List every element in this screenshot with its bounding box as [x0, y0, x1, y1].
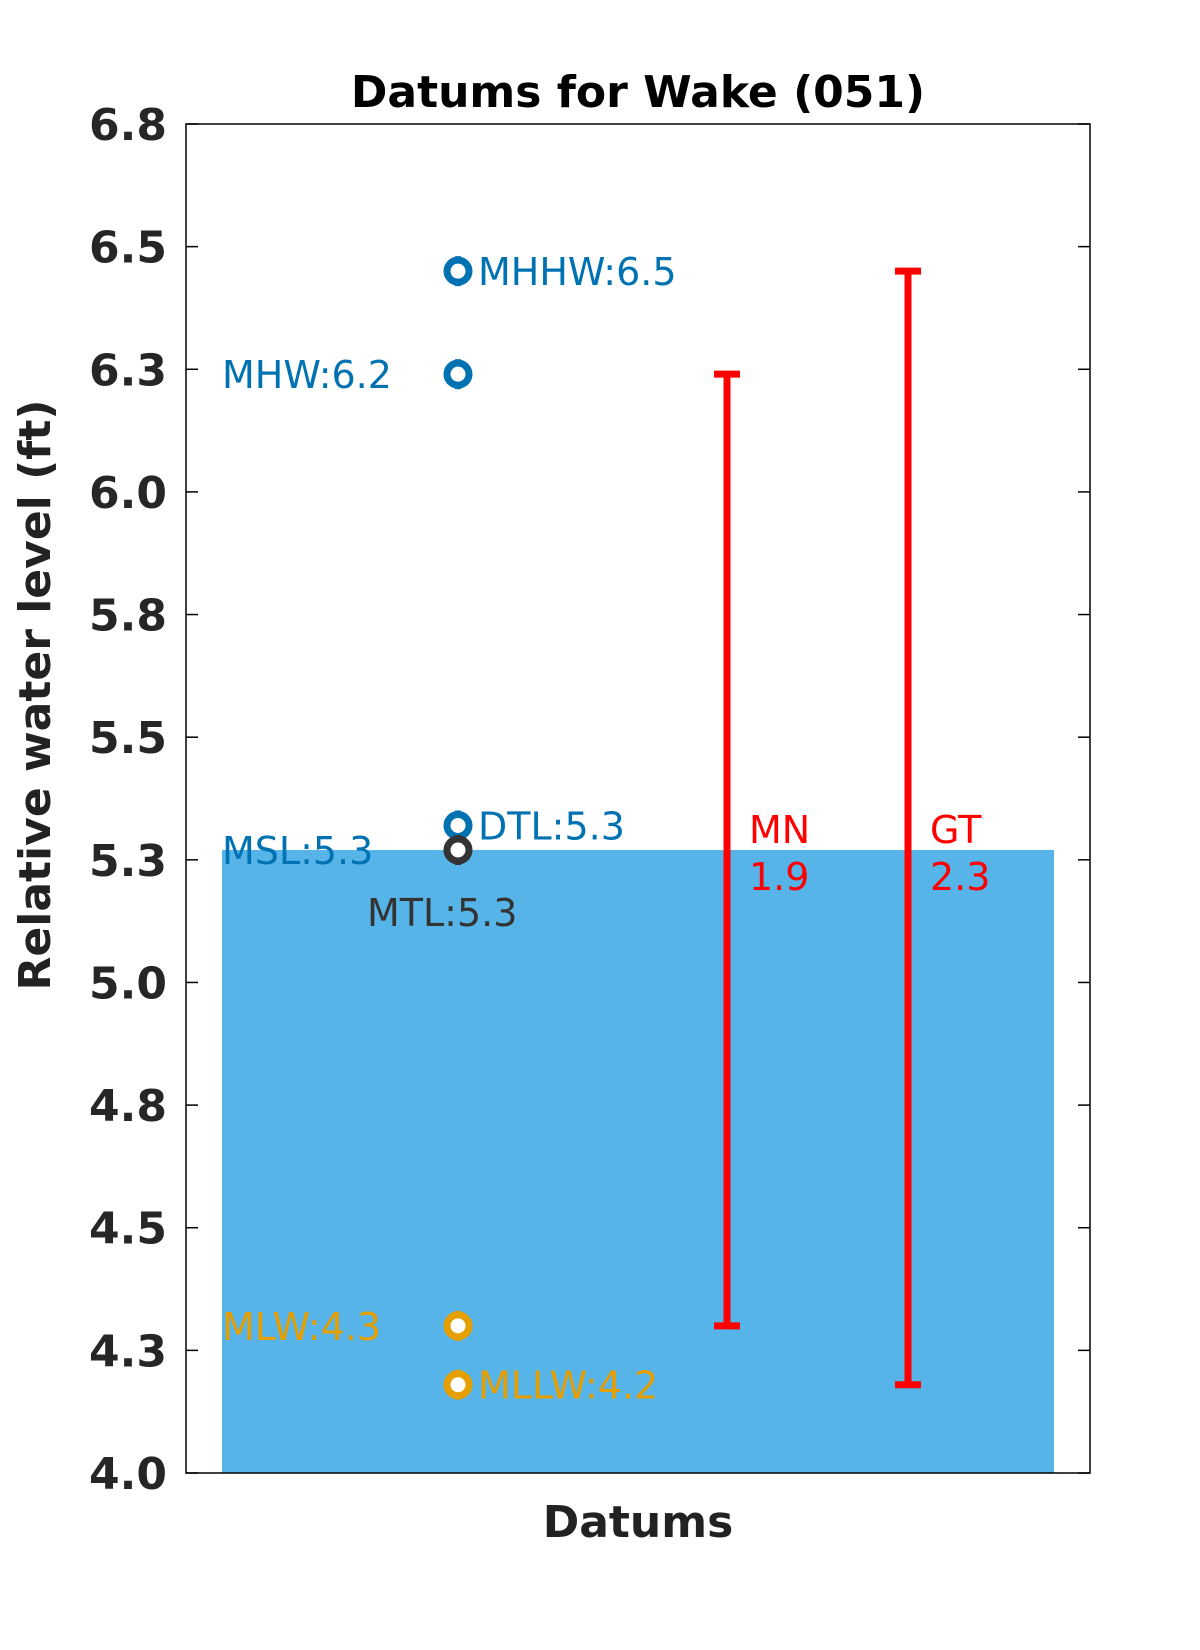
chart-title: Datums for Wake (051): [351, 67, 925, 118]
range-label-line: GT: [930, 808, 982, 852]
range-label-line: MN: [749, 808, 810, 852]
datum-label: MHW:6.2: [222, 353, 392, 397]
datum-mhw: MHW:6.2: [222, 353, 473, 397]
range-gt: GT2.3: [895, 267, 990, 1389]
y-tick-label: 5.8: [89, 591, 167, 642]
datum-marker: [443, 810, 473, 840]
datum-marker: [443, 256, 473, 286]
datum-mlw: MLW:4.3: [222, 1305, 473, 1349]
range-label-line: 2.3: [930, 855, 990, 899]
y-tick-label: 4.0: [89, 1449, 167, 1500]
datum-dtl: DTL:5.3: [443, 804, 625, 848]
datum-mllw: MLLW:4.2: [443, 1364, 658, 1408]
datum-label: MTL:5.3: [367, 891, 517, 935]
y-axis-label: Relative water level (ft): [10, 400, 61, 991]
y-tick-label: 6.3: [89, 345, 167, 396]
y-tick-label: 6.5: [89, 223, 167, 274]
msl-bar: [222, 850, 1054, 1473]
y-tick-label: 6.8: [89, 100, 167, 151]
y-tick-label: 4.5: [89, 1204, 167, 1255]
datum-marker: [443, 835, 473, 865]
y-tick-label: 6.0: [89, 468, 167, 519]
y-tick-label: 5.3: [89, 836, 167, 887]
range-bars: MN1.9 GT2.3: [714, 267, 990, 1389]
y-tick-label: 4.8: [89, 1081, 167, 1132]
y-tick-label: 5.5: [89, 713, 167, 764]
x-axis-label: Datums: [543, 1497, 734, 1548]
plot-frame: [185, 123, 1091, 1474]
datum-label: MHHW:6.5: [478, 250, 677, 294]
datum-markers: MHHW:6.5 MHW:6.2 DTL:5.3 MTL:5.3 MLW:4.3 MLLW…: [222, 250, 677, 1408]
datum-mtl: MTL:5.3: [367, 835, 517, 935]
y-tick-label: 4.3: [89, 1326, 167, 1377]
datum-mhhw: MHHW:6.5: [443, 250, 677, 294]
range-mn: MN1.9: [714, 370, 810, 1330]
msl-bar-label: MSL:5.3: [222, 829, 373, 873]
datum-marker: [443, 1311, 473, 1341]
datum-label: DTL:5.3: [478, 804, 625, 848]
datum-label: MLW:4.3: [222, 1305, 381, 1349]
datum-marker: [443, 1370, 473, 1400]
y-axis-ticks: 4.0 4.3 4.5 4.8 5.0 5.3 5.5 5.8 6.0 6.3 6.5 6.8: [89, 100, 1090, 1500]
datum-label: MLLW:4.2: [478, 1364, 658, 1408]
datum-marker: [443, 359, 473, 389]
y-tick-label: 5.0: [89, 958, 167, 1009]
bar-layer: MSL:5.3: [222, 829, 1054, 1473]
range-label-line: 1.9: [749, 855, 809, 899]
